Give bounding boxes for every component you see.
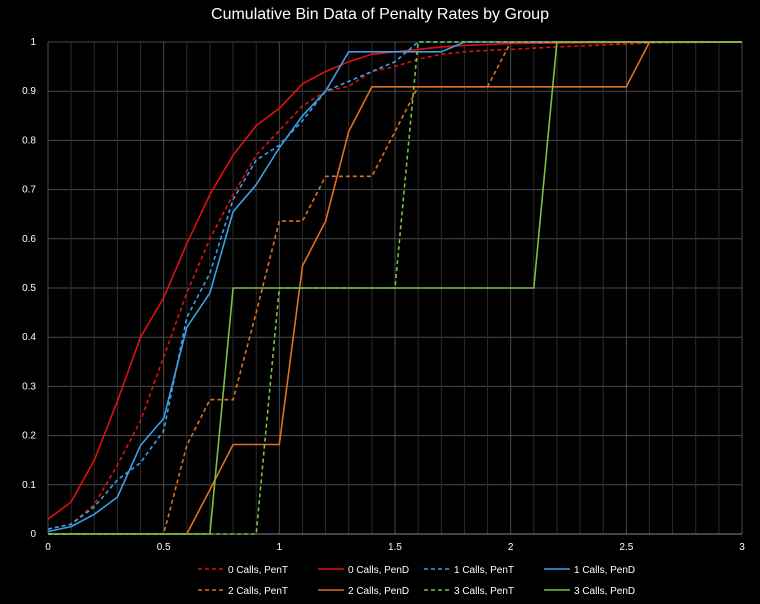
x-tick-label: 2.5 [619,542,633,553]
x-tick-label: 0 [45,542,51,553]
y-tick-label: 0.6 [22,234,36,245]
axis-layer: 0 0.5 1 1.5 2 2.5 3 0 0.1 0.2 0.3 0.4 0.5 0.6 0.7 0.8 0.… [22,37,745,553]
y-tick-label: 0.2 [22,431,36,442]
series-line-2 [47,41,743,520]
series-line-4 [47,41,742,533]
y-tick-label: 0.1 [22,480,36,491]
legend-label: 3 Calls, PenD [574,586,635,597]
y-tick-label: 0.8 [22,135,36,146]
series-line-6 [48,41,742,535]
x-tick-label: 1 [277,542,283,553]
legend-label: 3 Calls, PenT [454,586,514,597]
legend-label: 1 Calls, PenT [454,565,514,576]
series-line-1 [47,41,743,530]
series-line-8 [48,41,742,535]
x-tick-label: 1.5 [388,542,402,553]
y-tick-label: 0.7 [22,185,36,196]
y-tick-label: 1 [30,37,36,48]
legend-label: 0 Calls, PenT [228,565,288,576]
y-tick-label: 0 [30,529,36,540]
series-layer [47,41,743,535]
chart-title: Cumulative Bin Data of Penalty Rates by … [211,6,549,23]
x-tick-label: 0.5 [157,542,171,553]
legend: 0 Calls, PenT 0 Calls, PenD 1 Calls, PenT 1… [198,565,635,597]
x-tick-label: 3 [739,542,745,553]
legend-label: 2 Calls, PenD [348,586,409,597]
legend-label: 0 Calls, PenD [348,565,409,576]
y-tick-label: 0.5 [22,283,36,294]
y-tick-label: 0.9 [22,86,36,97]
y-tick-label: 0.3 [22,381,36,392]
legend-label: 2 Calls, PenT [228,586,288,597]
legend-label: 1 Calls, PenD [574,565,635,576]
x-tick-label: 2 [508,542,514,553]
series-line-3 [47,41,742,530]
y-tick-label: 0.4 [22,332,36,343]
